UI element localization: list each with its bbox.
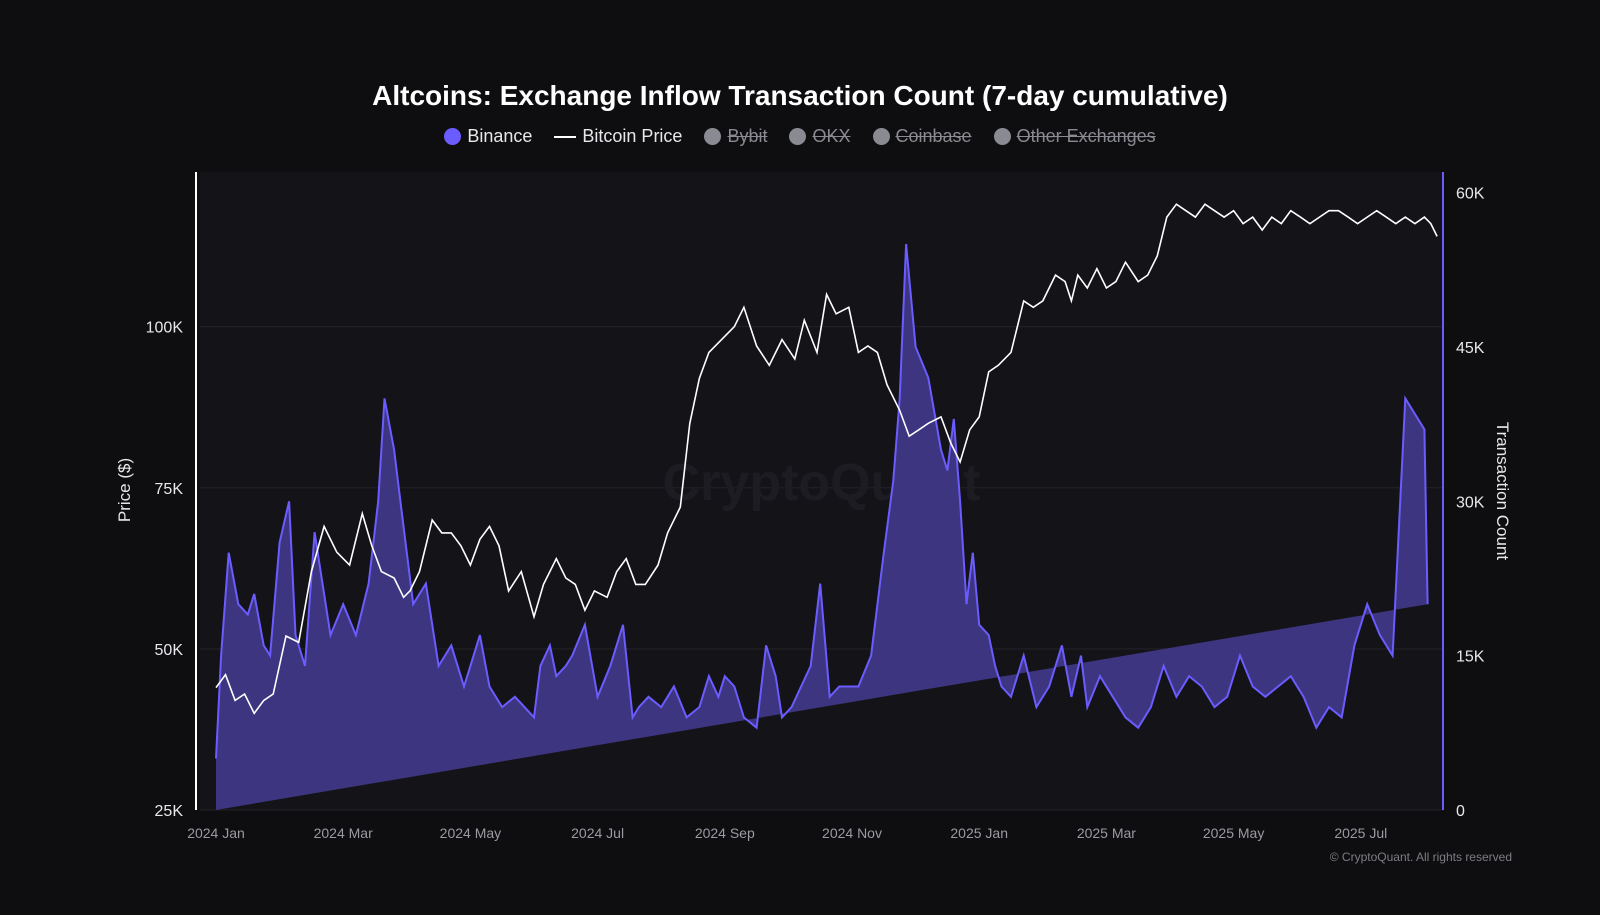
x-tick-label: 2025 Jul [1334, 825, 1387, 841]
right-tick-label: 60K [1456, 186, 1485, 203]
legend-label: Coinbase [895, 126, 972, 146]
left-tick-label: 100K [146, 320, 184, 337]
legend-item-okx[interactable]: OKX [789, 126, 851, 147]
x-tick-label: 2024 Jul [571, 825, 624, 841]
x-tick-label: 2025 May [1203, 825, 1264, 841]
right-axis-label: Transaction Count [1493, 422, 1512, 561]
plot-area [200, 172, 1443, 810]
legend-item-bitcoin-price[interactable]: Bitcoin Price [554, 126, 682, 147]
legend-marker-dot-icon [704, 128, 722, 145]
legend-marker-dot-icon [993, 128, 1011, 145]
right-tick-label: 45K [1456, 340, 1485, 357]
binance-line [215, 243, 1429, 759]
left-tick-label: 75K [155, 481, 184, 498]
legend-item-coinbase[interactable]: Coinbase [872, 126, 972, 147]
legend-item-other-exchanges[interactable]: Other Exchanges [993, 126, 1156, 147]
legend-item-bybit[interactable]: Bybit [704, 126, 767, 147]
bitcoin-price-line [215, 203, 1438, 715]
x-tick-label: 2024 Nov [822, 825, 882, 841]
chart-title: Altcoins: Exchange Inflow Transaction Co… [372, 80, 1228, 111]
right-tick-label: 15K [1456, 649, 1485, 666]
legend-label: Other Exchanges [1016, 126, 1156, 146]
x-tick-label: 2025 Mar [1077, 825, 1136, 841]
legend-marker-dot-icon [444, 128, 462, 145]
watermark: CryptoQuant [663, 454, 981, 512]
copyright-notice: © CryptoQuant. All rights reserved [1329, 850, 1512, 864]
x-tick-label: 2025 Jan [950, 825, 1008, 841]
legend-label: Binance [467, 126, 533, 146]
legend-item-binance[interactable]: Binance [444, 126, 532, 147]
right-tick-label: 0 [1456, 803, 1465, 820]
legend-marker-dot-icon [872, 128, 890, 145]
legend-label: OKX [812, 126, 851, 146]
left-tick-label: 25K [155, 803, 184, 820]
binance-area [216, 244, 1428, 810]
left-tick-label: 50K [155, 642, 184, 659]
x-tick-label: 2024 Sep [695, 825, 755, 841]
legend-label: Bitcoin Price [582, 126, 683, 146]
right-tick-label: 30K [1456, 494, 1485, 511]
x-tick-label: 2024 Mar [314, 825, 373, 841]
chart-legend: Binance Bitcoin Price Bybit OKX Coinbase Othe… [0, 126, 1600, 147]
x-tick-label: 2024 May [440, 825, 501, 841]
left-axis-label: Price ($) [115, 458, 134, 522]
x-tick-label: 2024 Jan [187, 825, 245, 841]
legend-label: Bybit [727, 126, 768, 146]
legend-marker-dot-icon [789, 128, 807, 145]
legend-marker-line-icon [554, 135, 577, 138]
